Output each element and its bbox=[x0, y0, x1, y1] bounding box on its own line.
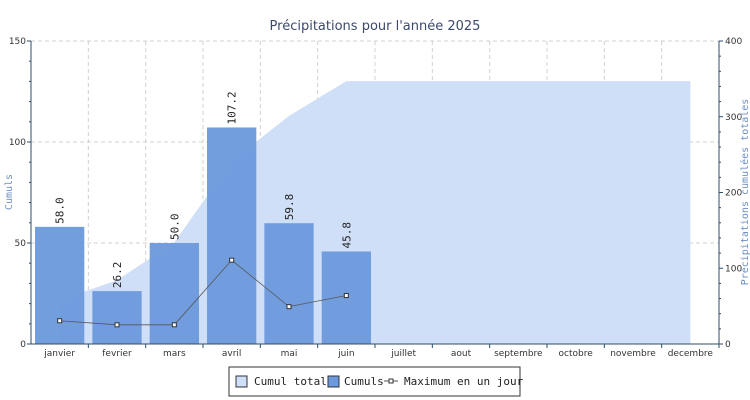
x-tick-label: avril bbox=[222, 349, 242, 359]
cumuls-bar bbox=[264, 223, 314, 344]
y-tick-label: 150 bbox=[9, 37, 26, 47]
bar-value-label: 45.8 bbox=[340, 222, 353, 249]
y2-tick-label: 300 bbox=[725, 113, 742, 123]
x-tick-label: septembre bbox=[494, 349, 543, 359]
x-tick-label: juillet bbox=[390, 349, 416, 359]
maximum-point bbox=[229, 257, 235, 263]
y2-tick-label: 200 bbox=[725, 189, 742, 199]
y-axis-title: Cumuls bbox=[4, 174, 15, 210]
cumuls-bar bbox=[35, 226, 85, 344]
legend-label-area: Cumul total bbox=[254, 375, 327, 388]
y2-tick-label: 400 bbox=[725, 37, 742, 47]
maximum-point bbox=[57, 318, 63, 324]
bar-value-label: 58.0 bbox=[54, 197, 67, 224]
legend-label-bars: Cumuls bbox=[344, 375, 384, 388]
chart-title: Précipitations pour l'année 2025 bbox=[270, 19, 481, 34]
legend: Cumul total Cumuls Maximum en un jour bbox=[228, 366, 524, 397]
x-tick-label: fevrier bbox=[102, 349, 132, 359]
legend-swatch-line-marker bbox=[388, 378, 394, 384]
y-tick-label: 100 bbox=[9, 138, 26, 148]
bar-value-label: 26.2 bbox=[111, 262, 124, 289]
maximum-line-path bbox=[59, 259, 347, 326]
cumuls-bar bbox=[92, 291, 142, 344]
x-tick-label: janvier bbox=[43, 349, 75, 359]
x-tick-label: mars bbox=[163, 349, 186, 359]
x-tick-label: juin bbox=[337, 349, 354, 359]
x-tick-label: octobre bbox=[559, 349, 594, 359]
y-tick-labels: 0 50 100 150 bbox=[9, 37, 31, 350]
cumuls-bars: 58.0 26.2 50.0 107.2 59.8 45.8 bbox=[35, 91, 371, 345]
bar-value-label: 50.0 bbox=[168, 214, 181, 241]
legend-box bbox=[228, 366, 521, 397]
maximum-line bbox=[57, 257, 349, 328]
x-tick-label: aout bbox=[451, 349, 472, 359]
cumuls-bar bbox=[149, 243, 199, 344]
maximum-point bbox=[114, 322, 120, 328]
y2-tick-label: 100 bbox=[725, 264, 742, 274]
cumuls-bar bbox=[207, 127, 257, 345]
maximum-point bbox=[286, 304, 292, 310]
y-tick-label: 50 bbox=[15, 239, 27, 249]
y2-axis-title: Précipitations cumulées totales bbox=[739, 99, 750, 286]
maximum-point bbox=[343, 293, 349, 299]
bar-value-label: 59.8 bbox=[283, 194, 296, 221]
x-tick-labels: janvier fevrier mars avril mai juin juillet aou… bbox=[43, 344, 720, 359]
x-tick-label: mai bbox=[281, 349, 298, 359]
x-tick-label: decembre bbox=[668, 349, 714, 359]
bar-value-label: 107.2 bbox=[226, 91, 239, 124]
legend-label-line: Maximum en un jour bbox=[404, 375, 524, 388]
y2-tick-labels: 0 100 200 300 400 bbox=[719, 37, 742, 350]
x-tick-label: novembre bbox=[610, 349, 656, 359]
y-tick-label: 0 bbox=[20, 340, 26, 350]
y2-tick-label: 0 bbox=[725, 340, 731, 350]
legend-swatch-bars bbox=[327, 375, 340, 388]
maximum-point bbox=[171, 322, 177, 328]
legend-swatch-area bbox=[235, 375, 248, 388]
